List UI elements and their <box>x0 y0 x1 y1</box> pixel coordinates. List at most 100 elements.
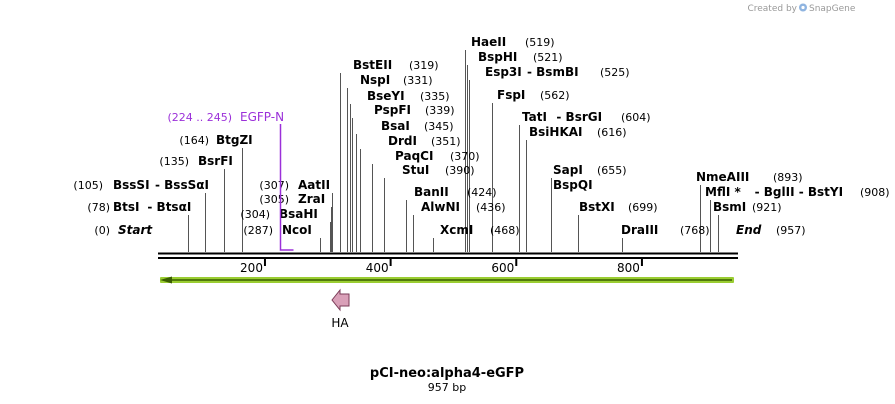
site-label[interactable]: BsaI (345) <box>381 119 454 133</box>
scale-tick <box>263 259 266 266</box>
snapgene-brand: SnapGene <box>809 4 856 14</box>
site-label[interactable]: MflI * - BglII - BstYI (908) <box>705 185 890 199</box>
site-position: (331) <box>403 74 433 87</box>
start-label: Start <box>118 223 153 237</box>
site-position: (164) <box>179 134 209 147</box>
site-label[interactable]: BstXI (699) <box>579 200 658 214</box>
site-label[interactable]: BsaHI (304) <box>240 207 318 221</box>
orf-arrow[interactable] <box>160 276 734 284</box>
scale-tick-label: 200 <box>240 261 263 275</box>
site-name-alt: - BsmBI <box>527 65 579 79</box>
site-position: (468) <box>490 224 520 237</box>
site-label[interactable]: SapI (655) <box>553 163 627 177</box>
site-name: BtsI <box>113 200 140 214</box>
site-position: (699) <box>628 201 658 214</box>
feature-name[interactable]: EGFP-N <box>240 110 284 124</box>
site-position: (525) <box>600 66 630 79</box>
site-position: (287) <box>243 224 273 237</box>
site-position: (105) <box>73 179 103 192</box>
site-name: ZraI <box>298 192 325 206</box>
site-label[interactable]: BspQI <box>553 178 593 192</box>
site-name: MflI * <box>705 185 741 199</box>
site-label[interactable]: BsiHKAI (616) <box>529 125 627 139</box>
site-label[interactable]: BsrFI (135) <box>159 154 232 168</box>
site-position: (370) <box>450 150 480 163</box>
site-name: BstXI <box>579 200 615 214</box>
site-name: BspHI <box>478 50 517 64</box>
site-label[interactable]: HaeII (519) <box>471 35 555 49</box>
end-pos: (957) <box>776 224 806 237</box>
site-position: (339) <box>425 104 455 117</box>
site-position: (305) <box>259 193 289 206</box>
scale-tick <box>515 259 518 266</box>
site-label[interactable]: PspFI (339) <box>374 103 455 117</box>
ha-tag-label: HA <box>331 316 349 330</box>
scale-tick-label: 800 <box>617 261 640 275</box>
site-name: SapI <box>553 163 583 177</box>
site-label[interactable]: StuI (390) <box>402 163 475 177</box>
site-position: (135) <box>159 155 189 168</box>
site-label[interactable]: XcmI (468) <box>440 223 520 237</box>
site-position: (335) <box>420 90 450 103</box>
site-label[interactable]: AatII (307) <box>259 178 330 192</box>
site-name-alt: - BglII - BstYI <box>755 185 843 199</box>
site-name: DrdI <box>388 134 417 148</box>
snapgene-logo-icon <box>799 3 807 12</box>
feature-bracket <box>279 124 294 251</box>
site-name: PaqCI <box>395 149 433 163</box>
site-name: FspI <box>497 88 525 102</box>
ha-tag-arrow[interactable] <box>331 288 350 312</box>
site-position: (519) <box>525 36 555 49</box>
site-name: BspQI <box>553 178 593 192</box>
site-label[interactable]: BstEII (319) <box>353 58 439 72</box>
end-label: End <box>736 223 762 237</box>
site-name: BseYI <box>367 89 405 103</box>
site-label[interactable]: PaqCI (370) <box>395 149 480 163</box>
site-position: (908) <box>860 186 890 199</box>
site-name: NmeAIII <box>696 170 749 184</box>
site-name: StuI <box>402 163 429 177</box>
site-name: BstEII <box>353 58 392 72</box>
site-name: TatI <box>522 110 547 124</box>
start-pos: (0) <box>94 224 110 237</box>
site-label[interactable]: BtgZI (164) <box>179 133 252 147</box>
site-name: XcmI <box>440 223 473 237</box>
site-name: BsrFI <box>198 154 233 168</box>
feature-annotation: (224 .. 245) EGFP-N <box>167 110 294 251</box>
site-label[interactable]: BspHI (521) <box>478 50 563 64</box>
site-name: AatII <box>298 178 330 192</box>
site-position: (424) <box>467 186 497 199</box>
site-label[interactable]: NmeAIII (893) <box>696 170 803 184</box>
site-name-alt: - BssSαI <box>155 178 209 192</box>
site-position: (345) <box>424 120 454 133</box>
site-position: (78) <box>87 201 110 214</box>
site-label[interactable]: NspI (331) <box>360 73 433 87</box>
site-label[interactable]: BtsI - BtsαI (78) <box>87 200 191 214</box>
site-position: (921) <box>752 201 782 214</box>
scale-tick <box>389 259 392 266</box>
site-label[interactable]: BssSI - BssSαI (105) <box>73 178 209 192</box>
site-label[interactable]: FspI (562) <box>497 88 570 102</box>
site-name: PspFI <box>374 103 411 117</box>
site-position: (304) <box>240 208 270 221</box>
site-label[interactable]: DrdI (351) <box>388 134 461 148</box>
site-label[interactable]: Esp3I - BsmBI (525) <box>485 65 630 79</box>
site-label[interactable]: BanII (424) <box>414 185 497 199</box>
site-label[interactable]: BseYI (335) <box>367 89 450 103</box>
site-label[interactable]: NcoI (287) <box>243 223 311 237</box>
scale-ticks: 200 400 600 800 <box>240 259 643 275</box>
site-name: NcoI <box>282 223 312 237</box>
scale-tick-label: 400 <box>366 261 389 275</box>
site-name: AlwNI <box>421 200 460 214</box>
scale-tick <box>640 259 643 266</box>
site-label[interactable]: AlwNI (436) <box>421 200 506 214</box>
site-label[interactable]: DraIII (768) <box>621 223 710 237</box>
site-position: (893) <box>773 171 803 184</box>
plasmid-title: pCI-neo:alpha4-eGFP <box>370 366 524 381</box>
site-position: (655) <box>597 164 627 177</box>
site-label[interactable]: BsmI (921) <box>713 200 782 214</box>
site-label[interactable]: ZraI (305) <box>259 192 325 206</box>
site-position: (616) <box>597 126 627 139</box>
site-label[interactable]: TatI - BsrGI (604) <box>522 110 651 124</box>
